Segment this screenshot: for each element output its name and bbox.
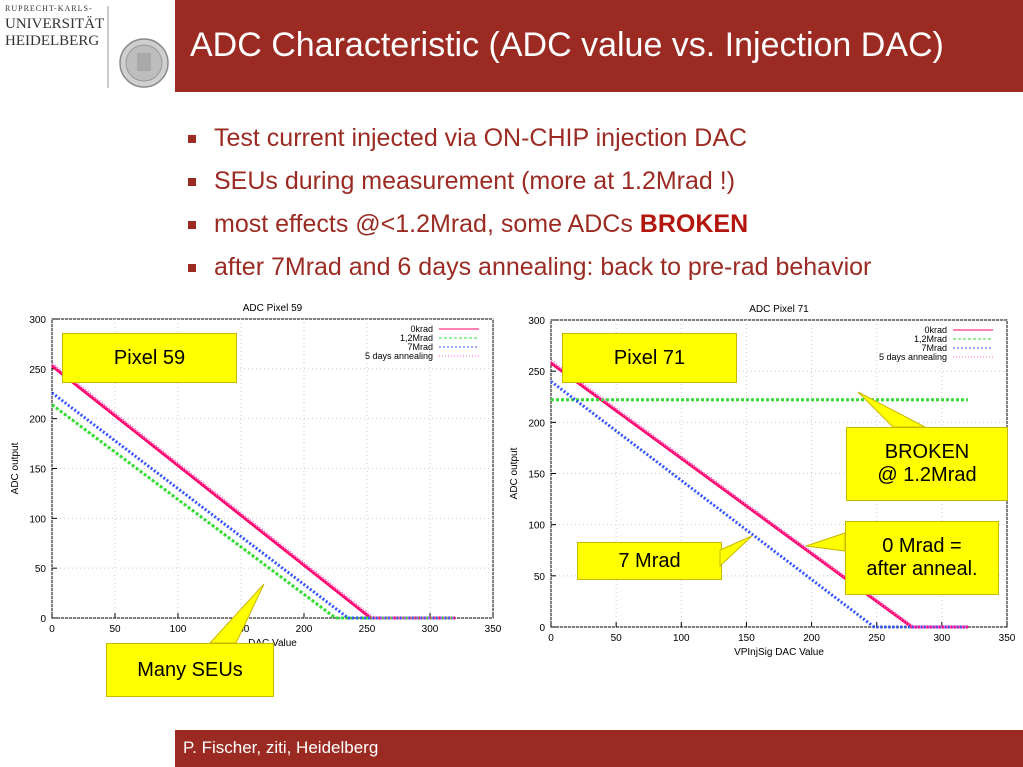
x-tick-label: 300 bbox=[934, 633, 951, 644]
y-tick-label: 100 bbox=[528, 521, 545, 532]
bullet-item: SEUs during measurement (more at 1.2Mrad… bbox=[188, 167, 871, 210]
x-tick-label: 50 bbox=[109, 624, 121, 635]
legend-label: 0krad bbox=[924, 325, 947, 335]
y-tick-label: 250 bbox=[528, 367, 545, 378]
chart-title: ADC Pixel 71 bbox=[749, 304, 809, 315]
callout-broken-line1: BROKEN bbox=[884, 441, 970, 463]
y-tick-label: 0 bbox=[539, 623, 545, 634]
callout-pixel-71: Pixel 71 bbox=[562, 333, 737, 383]
x-tick-label: 200 bbox=[803, 633, 820, 644]
y-tick-label: 150 bbox=[29, 465, 46, 476]
y-tick-label: 50 bbox=[35, 564, 47, 575]
callout-broken: BROKEN @ 1.2Mrad bbox=[846, 427, 1008, 501]
bullet-item: most effects @<1.2Mrad, some ADCs BROKEN bbox=[188, 210, 871, 253]
legend-label: 5 days annealing bbox=[365, 351, 433, 361]
x-tick-label: 250 bbox=[359, 624, 376, 635]
legend-label: 7Mrad bbox=[407, 342, 433, 352]
header-bar bbox=[175, 0, 1023, 92]
callout-0mrad: 0 Mrad = after anneal. bbox=[845, 521, 999, 595]
bullet-text: Test current injected via ON-CHIP inject… bbox=[214, 124, 748, 152]
legend-label: 0krad bbox=[410, 324, 433, 334]
y-axis-label: ADC output bbox=[509, 447, 520, 499]
y-tick-label: 50 bbox=[534, 572, 546, 583]
callout-pixel-59-text: Pixel 59 bbox=[113, 346, 186, 369]
slide-title: ADC Characteristic (ADC value vs. Inject… bbox=[190, 26, 944, 64]
legend-label: 1,2Mrad bbox=[914, 334, 947, 344]
x-tick-label: 350 bbox=[485, 624, 502, 635]
x-tick-label: 250 bbox=[868, 633, 885, 644]
bullet-square-icon bbox=[188, 135, 196, 143]
callout-pixel-59: Pixel 59 bbox=[62, 333, 237, 383]
bullet-square-icon bbox=[188, 178, 196, 186]
bullet-text: SEUs during measurement (more at 1.2Mrad… bbox=[214, 167, 736, 195]
x-tick-label: 100 bbox=[673, 633, 690, 644]
logo-line-1: RUPRECHT-KARLS- bbox=[5, 4, 93, 13]
callout-0mrad-line2: after anneal. bbox=[866, 558, 978, 580]
x-tick-label: 0 bbox=[49, 624, 55, 635]
y-tick-label: 250 bbox=[29, 365, 46, 376]
x-tick-label: 300 bbox=[422, 624, 439, 635]
y-tick-label: 300 bbox=[528, 316, 545, 327]
x-tick-label: 0 bbox=[548, 633, 554, 644]
legend-label: 7Mrad bbox=[921, 343, 947, 353]
bullet-item: after 7Mrad and 6 days annealing: back t… bbox=[188, 253, 871, 296]
y-tick-label: 0 bbox=[40, 614, 46, 625]
series-line-3 bbox=[550, 380, 968, 629]
callout-many-seus: Many SEUs bbox=[106, 643, 274, 697]
callout-pixel-71-text: Pixel 71 bbox=[613, 346, 686, 369]
seal-icon bbox=[107, 6, 169, 88]
footer-bar bbox=[175, 730, 1023, 767]
y-tick-label: 200 bbox=[29, 415, 46, 426]
x-axis-label: VPInjSig DAC Value bbox=[734, 647, 824, 658]
y-tick-label: 200 bbox=[528, 418, 545, 429]
bullet-item: Test current injected via ON-CHIP inject… bbox=[188, 124, 871, 167]
bullet-text: most effects @<1.2Mrad, some ADCs bbox=[214, 210, 640, 238]
callout-7mrad-text: 7 Mrad bbox=[618, 549, 681, 572]
bullet-text: after 7Mrad and 6 days annealing: back t… bbox=[214, 253, 872, 281]
legend-label: 5 days annealing bbox=[879, 352, 947, 362]
callout-7mrad: 7 Mrad bbox=[577, 542, 722, 580]
logo-line-2: UNIVERSITÄT bbox=[5, 16, 105, 32]
x-tick-label: 200 bbox=[296, 624, 313, 635]
y-tick-label: 150 bbox=[528, 470, 545, 481]
series-line-3 bbox=[51, 391, 456, 620]
bullet-square-icon bbox=[188, 221, 196, 229]
footer-text: P. Fischer, ziti, Heidelberg bbox=[183, 738, 379, 757]
callout-many-seus-text: Many SEUs bbox=[137, 658, 243, 681]
callout-0mrad-line1: 0 Mrad = bbox=[882, 535, 962, 557]
logo-line-3: HEIDELBERG bbox=[5, 33, 100, 49]
x-tick-label: 50 bbox=[611, 633, 623, 644]
y-axis-label: ADC output bbox=[10, 442, 21, 494]
x-tick-label: 150 bbox=[233, 624, 250, 635]
x-tick-label: 100 bbox=[170, 624, 187, 635]
callout-broken-line2: @ 1.2Mrad bbox=[877, 464, 977, 486]
bullet-square-icon bbox=[188, 264, 196, 272]
y-tick-label: 300 bbox=[29, 315, 46, 326]
bullet-emphasis: BROKEN bbox=[639, 210, 749, 238]
bullet-list: Test current injected via ON-CHIP inject… bbox=[188, 124, 871, 296]
university-logo: RUPRECHT-KARLS- UNIVERSITÄT HEIDELBERG bbox=[0, 0, 172, 92]
x-tick-label: 150 bbox=[738, 633, 755, 644]
legend-label: 1,2Mrad bbox=[400, 333, 433, 343]
y-tick-label: 100 bbox=[29, 514, 46, 525]
chart-title: ADC Pixel 59 bbox=[243, 303, 303, 314]
x-tick-label: 350 bbox=[999, 633, 1016, 644]
